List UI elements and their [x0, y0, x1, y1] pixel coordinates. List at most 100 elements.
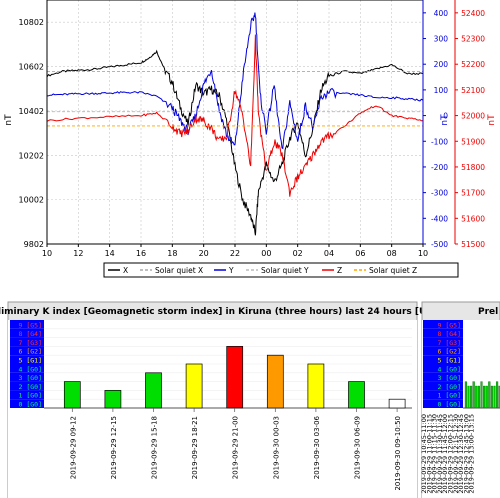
right-tick-label: 52000 [461, 112, 485, 121]
x-tick-label: 14 [105, 249, 115, 258]
legend-label-x: X [123, 266, 128, 275]
legend-label-solar-quiet-z: Solar quiet Z [369, 266, 417, 275]
second-k-bar [472, 381, 475, 409]
second-k-bar [467, 385, 470, 409]
x-tick-label: 10 [42, 249, 52, 258]
k-bar [226, 346, 244, 409]
second-k-level-label: 0 [G0] [438, 401, 461, 409]
k-level-cell [10, 328, 44, 338]
second-k-bar [488, 381, 491, 409]
second-k-level-cell [423, 390, 463, 400]
k-level-label: 7 [G3] [19, 339, 42, 347]
k-bar [266, 354, 284, 409]
second-k-category-label: 2019-09-29 12:15-12:30 [452, 414, 460, 494]
second-k-bar [493, 385, 496, 409]
x-tick-label: 18 [167, 249, 177, 258]
k-bar [348, 381, 365, 409]
second-k-bar [464, 381, 467, 409]
magnetometer-grid [46, 0, 424, 245]
second-k-level-cell [423, 346, 463, 356]
x-tick-label: 20 [199, 249, 209, 258]
k-level-cell [10, 372, 44, 382]
x-tick-label: 00 [261, 249, 271, 258]
second-k-bar [485, 385, 488, 409]
k-level-label: 2 [G0] [19, 383, 42, 391]
second-k-category-label: 2019-09-29 12:30-12:45 [457, 414, 465, 494]
middle-tick-label: -100 [431, 137, 448, 146]
second-k-bar [477, 385, 480, 409]
x-tick-label: 02 [293, 249, 303, 258]
right-tick-label: 51700 [461, 189, 485, 198]
middle-axis-label: nT [440, 114, 450, 126]
middle-tick-label: 100 [434, 86, 449, 95]
k-level-cell [10, 355, 44, 364]
middle-tick-label: 0 [443, 112, 448, 121]
k-level-scale: 0 [G0]1 [G0]2 [G0]3 [G0]4 [G0]5 [G1]6 [G… [10, 320, 44, 409]
k-level-cell [10, 399, 44, 408]
second-k-level-label: 3 [G0] [438, 374, 461, 382]
second-k-level-label: 4 [G0] [438, 365, 461, 373]
series-line-x [46, 49, 424, 236]
left-tick-label: 10002 [19, 196, 44, 205]
x-tick-label: 22 [230, 249, 240, 258]
second-k-level-cell [423, 328, 463, 338]
right-tick-label: 52300 [461, 35, 485, 44]
right-tick-label: 52200 [461, 60, 485, 69]
series-line-z [46, 34, 424, 197]
magnetometer-series [46, 12, 424, 236]
k-index-bars [44, 328, 412, 409]
second-k-category-label: 2019-09-29 11:30-11:45 [436, 414, 444, 494]
left-tick-label: 10602 [19, 63, 44, 72]
second-k-level-cell [423, 381, 463, 391]
left-tick-label: 10802 [19, 18, 44, 27]
middle-tick-label: -500 [431, 240, 448, 249]
x-tick-label: 16 [136, 249, 146, 258]
k-level-label: 6 [G2] [19, 348, 42, 356]
left-axis-label: nT [4, 114, 14, 126]
second-k-level-cell [423, 355, 463, 364]
k-level-label: 8 [G4] [19, 330, 42, 338]
middle-tick-label: 300 [434, 35, 449, 44]
second-k-category-label: 2019-09-29 12:00-12:15 [447, 414, 455, 494]
right-tick-label: 52100 [461, 86, 485, 95]
second-k-bar [470, 385, 473, 409]
k-index-x-labels: 2019-09-29 09-12 2019-09-29 12-15 2019-09-… [69, 408, 402, 491]
right-tick-label: 51500 [461, 240, 485, 249]
legend-label-solar-quiet-x: Solar quiet X [155, 266, 203, 275]
magnetometer-axes: 10 12 14 16 18 20 22 00 02 04 06 08 1098021000210202… [19, 0, 485, 258]
x-tick-label: 08 [387, 249, 397, 258]
left-tick-label: 10402 [19, 107, 44, 116]
right-tick-label: 51800 [461, 163, 485, 172]
second-k-level-label: 8 [G4] [438, 330, 461, 338]
second-k-level-label: 2 [G0] [438, 383, 461, 391]
k-category-label: 2019-09-29 18-21 [191, 416, 199, 479]
k-level-cell [10, 390, 44, 400]
k-index-panel: Preliminary K index [Geomagnetic storm i… [0, 301, 500, 498]
second-k-bar [475, 385, 478, 409]
k-category-label: 2019-09-30 03-06 [313, 415, 321, 479]
k-category-label: 2019-09-30 09-10:50 [394, 416, 402, 491]
second-k-bar [480, 381, 483, 409]
second-k-level-cell [423, 372, 463, 382]
right-axis-label: nT [487, 114, 497, 126]
k-level-cell [10, 381, 44, 391]
k-level-cell [10, 346, 44, 356]
second-k-bar [496, 381, 499, 409]
magnetometer-chart: 10 12 14 16 18 20 22 00 02 04 06 08 1098021000210202… [4, 0, 497, 278]
k-level-cell [10, 320, 44, 329]
k-category-label: 2019-09-29 12-15 [110, 416, 118, 479]
series-line-y [46, 12, 424, 150]
x-tick-label: 04 [324, 249, 334, 258]
second-k-level-label: 5 [G1] [438, 357, 461, 365]
k-bar [307, 363, 325, 409]
k-bar [185, 363, 203, 409]
second-k-level-scale: 0 [G0]1 [G0]2 [G0]3 [G0]4 [G0]5 [G1]6 [G… [423, 320, 463, 409]
k-index-title: Preliminary K index [Geomagnetic storm i… [0, 307, 443, 317]
right-tick-label: 52400 [461, 9, 485, 18]
k-level-label: 5 [G1] [19, 357, 42, 365]
legend-label-solar-quiet-y: Solar quiet Y [261, 266, 309, 275]
x-tick-label: 06 [355, 249, 365, 258]
left-tick-label: 9802 [24, 240, 44, 249]
second-k-category-label: 2019-09-29 11:00-11:15 [425, 414, 433, 494]
